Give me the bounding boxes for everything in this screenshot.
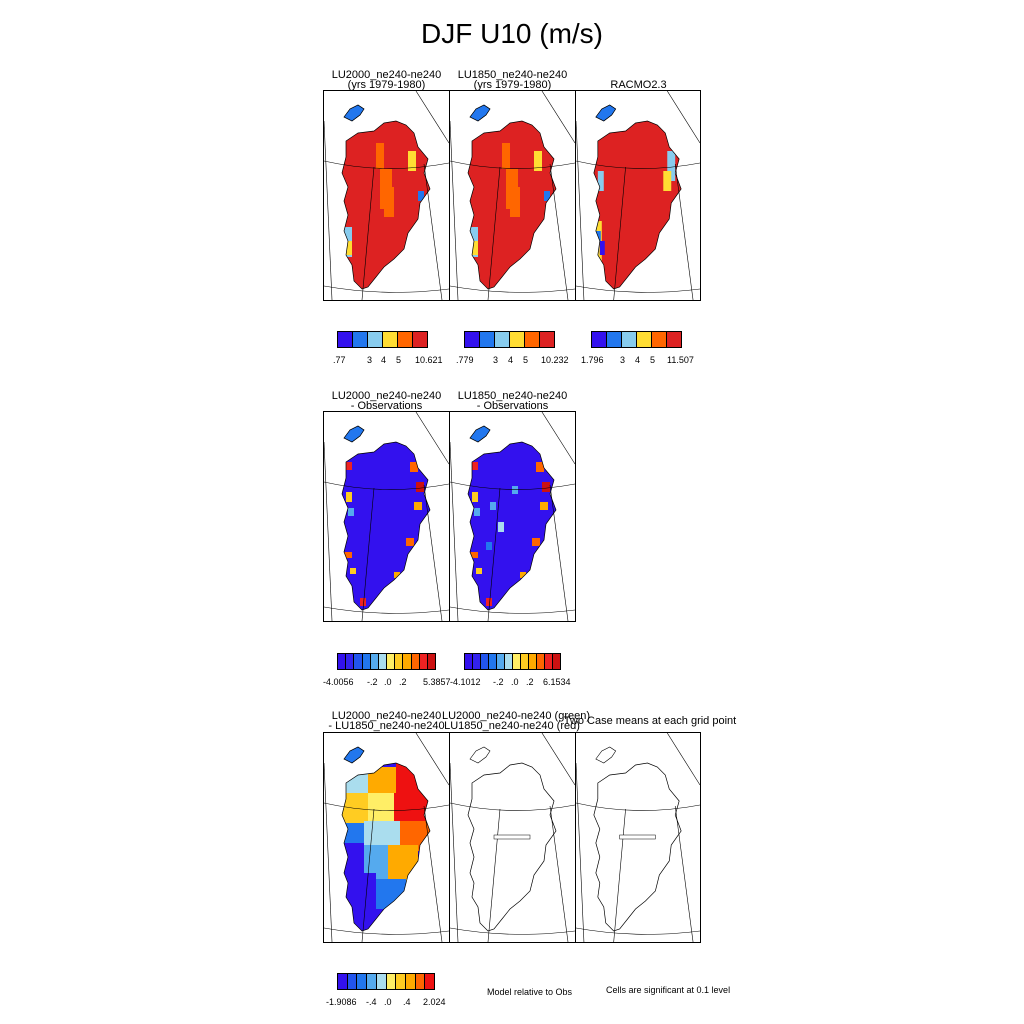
map-panel (449, 411, 576, 622)
panel-title: LU1850_ne240-ne240 - Observations (449, 390, 576, 412)
colorbar-max-label: 10.232 (541, 355, 569, 365)
colorbar-swatch (464, 331, 480, 348)
map-panel (323, 411, 450, 622)
colorbar-swatch (591, 331, 607, 348)
colorbar-swatch (479, 331, 495, 348)
model-relative-note: Model relative to Obs (487, 987, 573, 997)
colorbar-swatch (352, 331, 368, 348)
panel-title-line1: LU1850_ne240-ne240 (457, 390, 568, 402)
colorbar-max-label: 11.507 (667, 355, 694, 365)
panel-title: LU1850_ne240-ne240 (yrs 1979-1980) (449, 69, 576, 91)
colorbar-max-label: 10.621 (415, 355, 443, 365)
map-panel (575, 90, 701, 301)
colorbar-swatch (397, 331, 413, 348)
greenland-map (576, 733, 700, 942)
colorbar-swatch (509, 331, 525, 348)
colorbar (591, 331, 682, 348)
panel-title-line2: (yrs 1979-1980) (347, 79, 426, 91)
colorbar (464, 331, 555, 348)
panel-title: LU2000_ne240-ne240 - Observations (323, 390, 450, 412)
map-panel (323, 90, 450, 301)
panel-title-line2: - Observations (350, 400, 423, 412)
colorbar-tick-label: 5 (523, 355, 529, 365)
panel-title-line1: LU2000_ne240-ne240 (green) (442, 710, 591, 722)
colorbar-swatch (424, 973, 436, 990)
colorbar-swatch (621, 331, 637, 348)
greenland-map (324, 412, 449, 621)
colorbar-swatch (337, 331, 353, 348)
colorbar-swatch (382, 331, 398, 348)
panel-title: LU2000_ne240-ne240 (green) LU1850_ne240-… (442, 710, 591, 732)
colorbar-min-label: -1.9086 (326, 997, 357, 1007)
page-title: DJF U10 (m/s) (421, 18, 603, 49)
greenland-map (450, 91, 575, 300)
colorbar-min-label: 1.796 (581, 355, 604, 365)
colorbar (464, 653, 561, 670)
colorbar-swatch (552, 653, 561, 670)
panel-title-line2: LU1850_ne240-ne240 (red) (444, 720, 580, 732)
panel-title: RACMO2.3 (575, 79, 702, 91)
colorbar-tick-label: 3 (493, 355, 499, 365)
colorbar-swatch (524, 331, 540, 348)
colorbar-max-label: 5.3857 (423, 677, 451, 687)
colorbar-tick-label: 4 (635, 355, 641, 365)
colorbar-tick-label: .2 (399, 677, 407, 687)
map-panel (449, 90, 576, 301)
map-panel (449, 732, 576, 943)
colorbar-tick-label: -.2 (367, 677, 378, 687)
colorbar-min-label: .77 (333, 355, 346, 365)
panel-title-line1: LU2000_ne240-ne240 (331, 69, 442, 81)
colorbar-tick-label: -.4 (366, 997, 377, 1007)
panel-title-line2: (yrs 1979-1980) (473, 79, 552, 91)
colorbar-swatch (666, 331, 682, 348)
panel-title-line1: LU2000_ne240-ne240 (331, 710, 442, 722)
colorbar-swatch (606, 331, 622, 348)
panel-title: LU2000_ne240-ne240 - LU1850_ne240-ne240 (323, 710, 450, 732)
significance-note: Cells are significant at 0.1 level (606, 985, 731, 995)
colorbar-swatch (539, 331, 555, 348)
colorbar-max-label: 2.024 (423, 997, 446, 1007)
colorbar (337, 973, 436, 990)
colorbar-tick-label: 5 (650, 355, 656, 365)
colorbar (337, 653, 437, 670)
colorbar-swatch (494, 331, 510, 348)
colorbar-swatch (367, 331, 383, 348)
colorbar-tick-label: 3 (620, 355, 626, 365)
greenland-map (450, 412, 575, 621)
greenland-map (324, 733, 449, 942)
colorbar-tick-label: .2 (526, 677, 534, 687)
colorbar-tick-label: 3 (367, 355, 373, 365)
colorbar-swatch (412, 331, 428, 348)
colorbar-swatch (651, 331, 667, 348)
colorbar-tick-label: 4 (381, 355, 387, 365)
colorbar-tick-label: 5 (396, 355, 402, 365)
colorbar-min-label: -4.1012 (450, 677, 481, 687)
panel-title-line1: RACMO2.3 (610, 79, 667, 91)
panel-title-line2: - LU1850_ne240-ne240 (328, 720, 445, 732)
panel-title-line1: Two Case means at each grid point (563, 715, 737, 727)
colorbar-tick-label: -.2 (493, 677, 504, 687)
colorbar-min-label: -4.0056 (323, 677, 354, 687)
greenland-map (324, 91, 449, 300)
colorbar (337, 331, 428, 348)
panel-title-line1: LU2000_ne240-ne240 (331, 390, 442, 402)
panel-title-line1: LU1850_ne240-ne240 (457, 69, 568, 81)
map-panel (323, 732, 450, 943)
colorbar-tick-label: 4 (508, 355, 514, 365)
colorbar-tick-label: .0 (384, 997, 392, 1007)
colorbar-min-label: .779 (456, 355, 474, 365)
colorbar-tick-label: .0 (511, 677, 519, 687)
colorbar-tick-label: .4 (403, 997, 411, 1007)
colorbar-tick-label: .0 (384, 677, 392, 687)
panel-title: Two Case means at each grid point (555, 715, 745, 727)
colorbar-swatch (426, 653, 437, 670)
greenland-map (576, 91, 700, 300)
colorbar-max-label: 6.1534 (543, 677, 571, 687)
colorbar-swatch (636, 331, 652, 348)
greenland-map (450, 733, 575, 942)
panel-title: LU2000_ne240-ne240 (yrs 1979-1980) (323, 69, 450, 91)
map-panel (575, 732, 701, 943)
panel-title-line2: - Observations (476, 400, 549, 412)
